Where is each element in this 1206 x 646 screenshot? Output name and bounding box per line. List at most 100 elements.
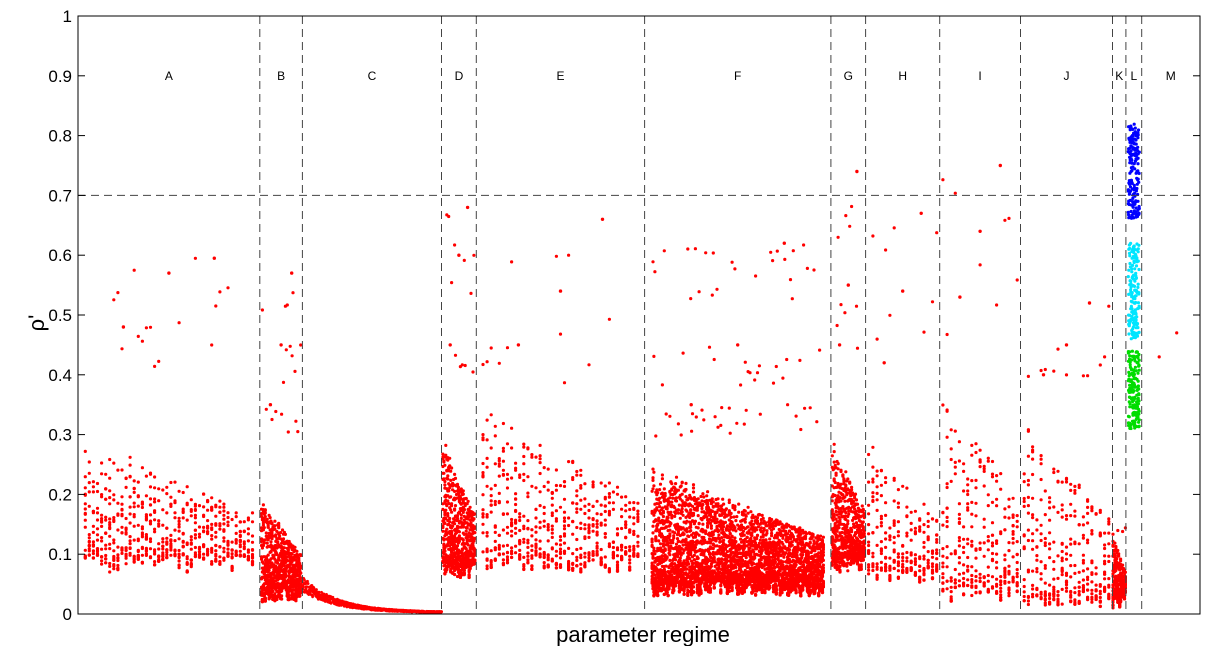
data-point [218,545,222,549]
data-point [157,359,161,363]
data-point [697,533,701,537]
data-point [595,512,599,516]
data-point [505,543,510,548]
data-point [124,556,128,560]
data-point [664,412,668,416]
data-point [465,526,469,530]
data-point [562,480,567,484]
data-point [165,556,169,560]
data-point [694,415,698,419]
data-point [238,543,242,547]
data-point [615,568,620,572]
data-point [153,560,157,564]
data-point [290,271,294,275]
data-point [153,530,157,534]
data-point [691,561,696,565]
data-point [214,530,218,535]
data-point [100,555,104,559]
data-point [690,429,694,433]
data-point [615,492,620,496]
data-point [297,556,301,560]
data-point [534,525,538,529]
data-point [197,525,202,529]
data-point [607,568,612,572]
data-point [579,546,583,551]
data-point [169,495,173,499]
data-point [144,549,148,553]
data-point [599,512,603,517]
data-point [662,249,666,253]
data-point [461,489,465,493]
data-point [603,555,607,559]
data-point [678,556,682,560]
data-point [202,514,206,519]
data-point [218,527,222,531]
data-point [546,539,550,543]
data-point [230,548,234,552]
data-point [202,544,206,548]
data-point [165,553,169,557]
data-point [663,548,667,553]
data-point [116,563,120,568]
data-point [554,509,559,513]
data-point [108,496,112,500]
data-point [628,568,632,572]
data-point [501,563,505,567]
data-point [453,508,457,512]
data-point [165,492,169,496]
data-point [550,524,554,528]
data-point [624,545,628,550]
data-point [514,461,518,465]
data-point [128,521,132,525]
data-point [91,543,95,547]
data-point [587,551,591,555]
data-point [567,523,571,528]
data-point [667,502,671,506]
data-point [242,554,246,558]
data-point [83,502,87,506]
data-point [242,529,246,533]
data-point [505,500,510,504]
data-point [238,549,242,553]
data-point [501,472,505,477]
data-point [116,545,120,549]
data-point [471,370,475,374]
data-point [650,537,654,541]
data-point [571,552,575,556]
data-point [222,556,226,560]
data-point [169,538,173,542]
data-point [489,510,493,514]
data-point [571,568,575,573]
data-point [538,443,542,447]
data-point [230,552,234,556]
data-point [624,509,628,513]
data-point [263,597,267,601]
data-point [173,480,177,484]
data-point [505,512,510,516]
data-point [620,495,624,499]
data-point [652,546,656,550]
data-point [185,518,189,522]
data-point [128,463,132,467]
data-point [473,558,477,562]
data-point [579,553,583,557]
data-point [702,418,706,422]
data-point [591,504,595,508]
data-point [280,412,284,416]
data-point [95,511,100,515]
data-point [177,519,181,524]
data-point [83,525,87,529]
data-point [534,516,538,520]
data-point [222,522,226,526]
data-point [222,513,226,517]
data-point [679,433,683,437]
data-point [295,549,299,553]
data-point [510,546,514,550]
data-point [202,525,206,530]
data-point [148,503,153,507]
data-point [591,529,595,533]
data-point [607,509,612,513]
data-point [603,495,607,499]
data-point [497,533,501,537]
data-point [263,515,267,519]
